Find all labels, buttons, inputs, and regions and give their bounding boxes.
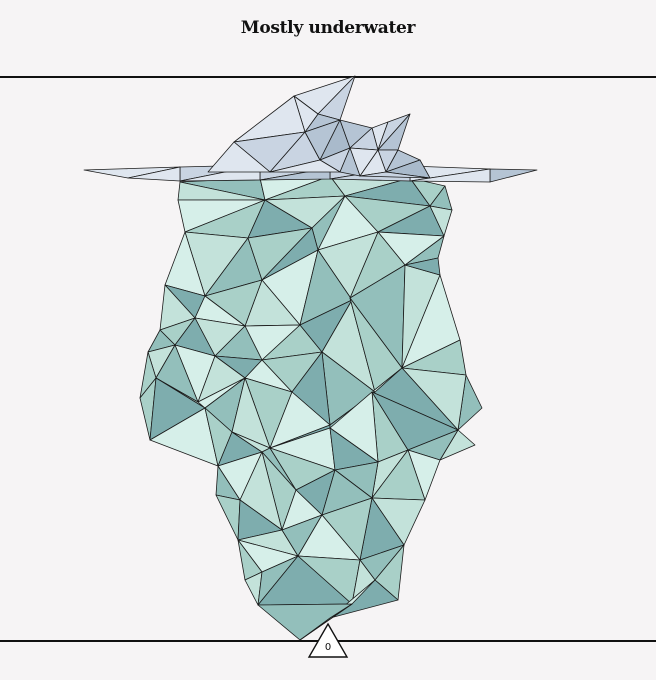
water-surface-facet <box>489 168 538 183</box>
page-title: Mostly underwater <box>240 18 416 38</box>
iceberg-underwater-part <box>139 175 483 641</box>
ice-peak-facet <box>359 171 431 179</box>
water-surface-facet <box>409 168 491 183</box>
water-surface-facet <box>127 166 181 182</box>
ice-facet <box>404 257 441 276</box>
ice-facet <box>215 494 241 541</box>
ice-peak-facet <box>339 147 361 177</box>
ice-facet <box>429 205 453 237</box>
top-rule <box>0 76 656 78</box>
depth-marker-icon <box>307 622 349 658</box>
depth-marker-label: 0 <box>324 642 332 653</box>
ice-facet <box>299 603 353 641</box>
iceberg-above-water-part <box>207 75 431 179</box>
ice-peak-facet <box>207 141 271 173</box>
ice-peak-facet <box>269 159 341 173</box>
